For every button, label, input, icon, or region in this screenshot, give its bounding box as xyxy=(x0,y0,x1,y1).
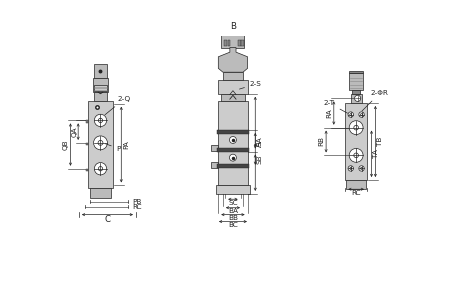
Bar xyxy=(94,64,108,78)
Bar xyxy=(238,40,241,46)
Circle shape xyxy=(94,114,107,127)
Circle shape xyxy=(348,166,353,171)
Text: BC: BC xyxy=(228,222,238,228)
Text: RA: RA xyxy=(326,108,332,118)
Text: BB: BB xyxy=(228,215,238,221)
Bar xyxy=(211,162,218,168)
Text: RC: RC xyxy=(351,190,361,196)
Circle shape xyxy=(349,148,363,162)
Bar xyxy=(349,71,363,73)
Text: 2-ΦR: 2-ΦR xyxy=(362,90,389,111)
Text: 2-S: 2-S xyxy=(239,81,262,89)
Text: PB: PB xyxy=(132,199,141,205)
Bar xyxy=(349,73,363,90)
Circle shape xyxy=(98,140,103,145)
Circle shape xyxy=(354,125,359,130)
Bar xyxy=(218,101,248,184)
Bar xyxy=(351,94,361,103)
Text: QA: QA xyxy=(71,126,77,137)
Circle shape xyxy=(354,153,359,158)
Bar xyxy=(228,40,230,46)
Bar xyxy=(88,101,113,188)
Text: 2-Q: 2-Q xyxy=(105,96,130,115)
Bar xyxy=(223,72,243,80)
Polygon shape xyxy=(218,47,248,72)
Text: P: P xyxy=(105,144,121,152)
Bar xyxy=(218,80,248,94)
Text: PA: PA xyxy=(123,140,129,149)
Circle shape xyxy=(359,112,364,117)
Bar xyxy=(241,40,244,46)
Bar xyxy=(225,40,227,46)
Text: QB: QB xyxy=(63,139,69,150)
Text: SC: SC xyxy=(228,200,238,206)
Bar xyxy=(346,180,366,189)
Circle shape xyxy=(348,112,353,117)
Text: A: A xyxy=(256,141,265,147)
Circle shape xyxy=(360,114,362,116)
Circle shape xyxy=(99,118,103,123)
Bar xyxy=(94,92,107,101)
Text: SB: SB xyxy=(257,155,263,164)
Circle shape xyxy=(99,167,103,171)
Text: SA: SA xyxy=(257,136,263,146)
Bar xyxy=(86,120,88,123)
Circle shape xyxy=(94,163,107,175)
Bar xyxy=(86,143,88,145)
Circle shape xyxy=(230,136,236,143)
Bar xyxy=(90,188,111,199)
Bar xyxy=(217,130,249,134)
Text: TB: TB xyxy=(377,137,383,146)
Bar xyxy=(211,145,218,151)
Circle shape xyxy=(349,121,363,135)
Bar xyxy=(220,94,245,101)
Circle shape xyxy=(94,136,108,150)
Bar xyxy=(345,103,367,180)
Text: RB: RB xyxy=(319,136,324,146)
Bar xyxy=(217,164,249,168)
Bar xyxy=(352,90,360,94)
Bar xyxy=(94,85,108,91)
Text: B: B xyxy=(230,22,236,31)
Bar xyxy=(216,184,250,194)
Circle shape xyxy=(360,167,362,169)
Bar xyxy=(221,34,244,47)
Text: RC: RC xyxy=(132,204,142,210)
Text: TA: TA xyxy=(373,149,379,158)
Circle shape xyxy=(359,166,364,171)
Bar xyxy=(86,169,88,171)
Circle shape xyxy=(350,167,351,169)
Text: 2-T: 2-T xyxy=(324,100,347,113)
Circle shape xyxy=(230,154,236,161)
Circle shape xyxy=(355,95,361,101)
Text: BA: BA xyxy=(228,208,238,214)
Bar xyxy=(217,148,249,152)
Text: C: C xyxy=(104,215,110,224)
Circle shape xyxy=(350,114,351,116)
Bar xyxy=(93,78,108,92)
